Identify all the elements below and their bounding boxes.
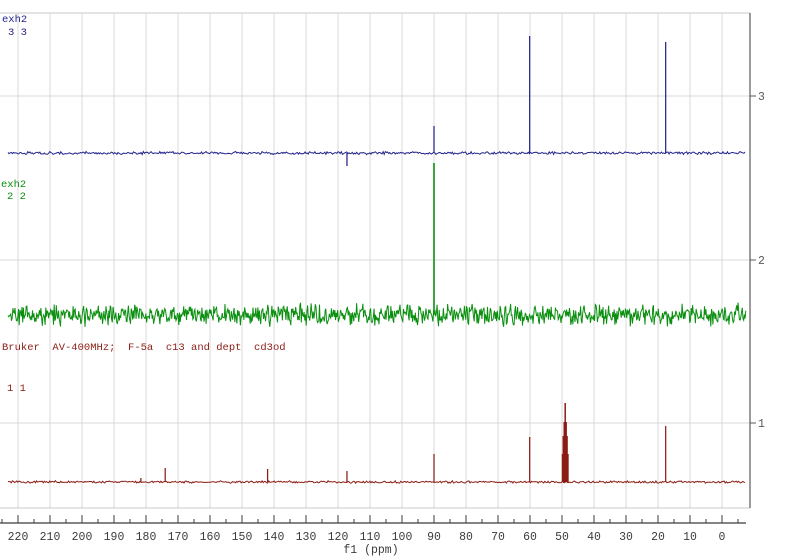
right-tick-label: 2 (758, 255, 765, 268)
trace3-experiment-number: 3 3 (8, 27, 27, 39)
x-tick-label: 10 (683, 531, 697, 544)
x-tick-label: 100 (392, 531, 413, 544)
x-tick-label: 70 (491, 531, 505, 544)
x-tick-label: 200 (72, 531, 93, 544)
x-tick-label: 90 (427, 531, 441, 544)
x-tick-label: 80 (459, 531, 473, 544)
x-tick-label: 180 (136, 531, 157, 544)
x-tick-label: 110 (360, 531, 381, 544)
x-tick-label: 30 (619, 531, 633, 544)
x-tick-label: 60 (523, 531, 537, 544)
x-tick-label: 160 (200, 531, 221, 544)
trace2-experiment-number: 2 2 (7, 191, 26, 203)
x-tick-label: 170 (168, 531, 189, 544)
trace1-title: Bruker AV-400MHz; F-5a c13 and dept cd3o… (2, 342, 286, 354)
x-tick-label: 150 (232, 531, 253, 544)
grid-lines (0, 13, 750, 508)
x-tick-label: 130 (296, 531, 317, 544)
x-tick-label: 220 (8, 531, 29, 544)
x-tick-label: 50 (555, 531, 569, 544)
trace-row-2 (7, 163, 747, 327)
trace-row-1 (7, 403, 746, 485)
noise-baseline (7, 150, 746, 156)
x-tick-label: 120 (328, 531, 349, 544)
x-tick-label: 0 (719, 531, 726, 544)
trace2-dataset-label: exh2 (1, 179, 27, 191)
trace1-experiment-number: 1 1 (7, 383, 26, 395)
trace3-dataset-label: exh2 (2, 14, 28, 26)
spectra-traces (7, 36, 747, 485)
x-axis-title: f1 (ppm) (343, 544, 398, 557)
x-tick-label: 140 (264, 531, 285, 544)
right-tick-label: 1 (758, 418, 765, 431)
noise-baseline (7, 479, 746, 485)
x-axis: 220 210 200 190 180 170 160 150 140 130 120 110 100 9… (0, 515, 746, 557)
right-tick-label: 3 (758, 91, 765, 104)
right-axis: 3 2 1 (750, 91, 765, 431)
x-tick-label: 190 (104, 531, 125, 544)
x-tick-label: 210 (40, 531, 61, 544)
x-tick-label: 20 (651, 531, 665, 544)
noise-baseline (7, 302, 747, 327)
trace-row-3 (7, 36, 746, 166)
x-tick-label: 40 (587, 531, 601, 544)
